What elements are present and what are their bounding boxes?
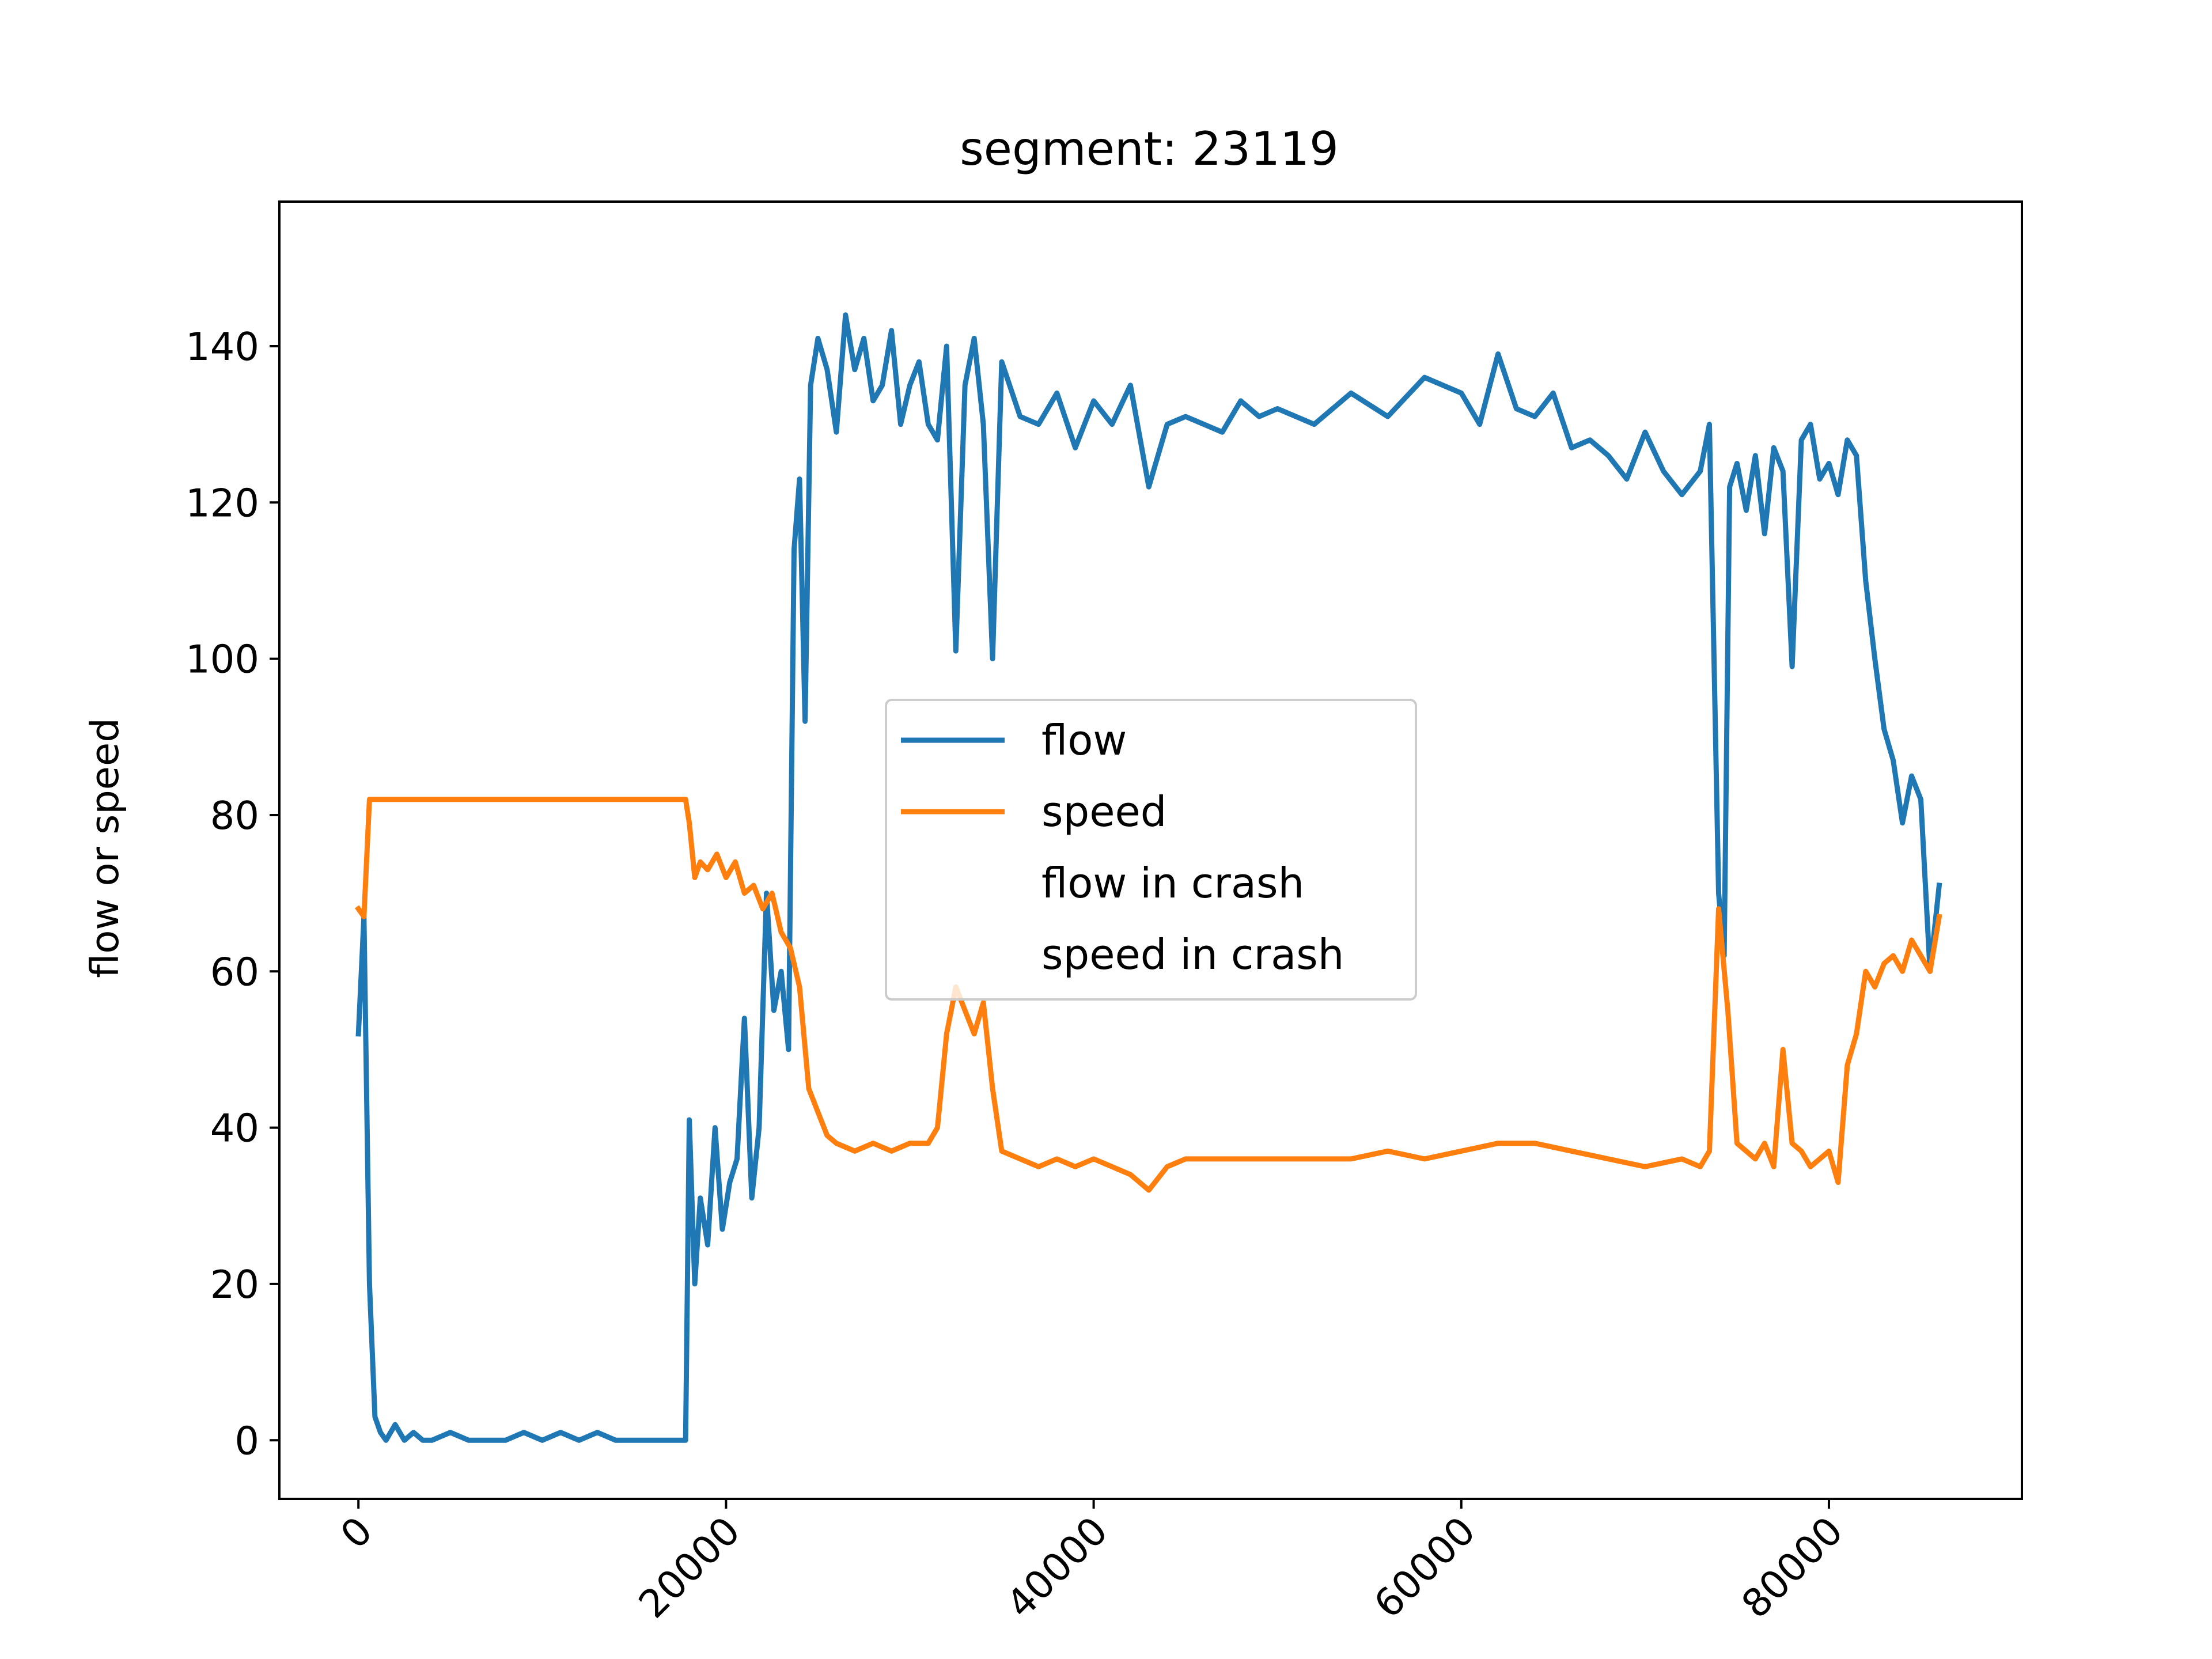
y-tick-label: 120 [185, 480, 259, 525]
legend-label-speed-in-crash: speed in crash [1041, 930, 1344, 979]
legend-label-speed: speed [1041, 787, 1167, 836]
legend-label-flow: flow [1041, 716, 1127, 764]
legend: flow speed flow in crash speed in crash [885, 699, 1417, 1001]
y-tick-label: 60 [210, 949, 259, 994]
chart-title: segment: 23119 [960, 122, 1339, 176]
y-tick-label: 100 [185, 637, 259, 682]
y-tick-label: 80 [210, 793, 259, 838]
axes-frame [278, 200, 2023, 1500]
y-axis-label: flow or speed [82, 718, 127, 978]
series-line-speed [354, 797, 1942, 1193]
legend-label-flow-in-crash: flow in crash [1041, 859, 1304, 907]
y-tick-label: 20 [210, 1262, 259, 1307]
series-line-flow [355, 312, 1942, 1443]
y-tick-label: 140 [185, 324, 259, 369]
y-tick-label: 40 [210, 1106, 259, 1151]
legend-box [885, 699, 1417, 1001]
y-tick-label: 0 [234, 1418, 259, 1463]
